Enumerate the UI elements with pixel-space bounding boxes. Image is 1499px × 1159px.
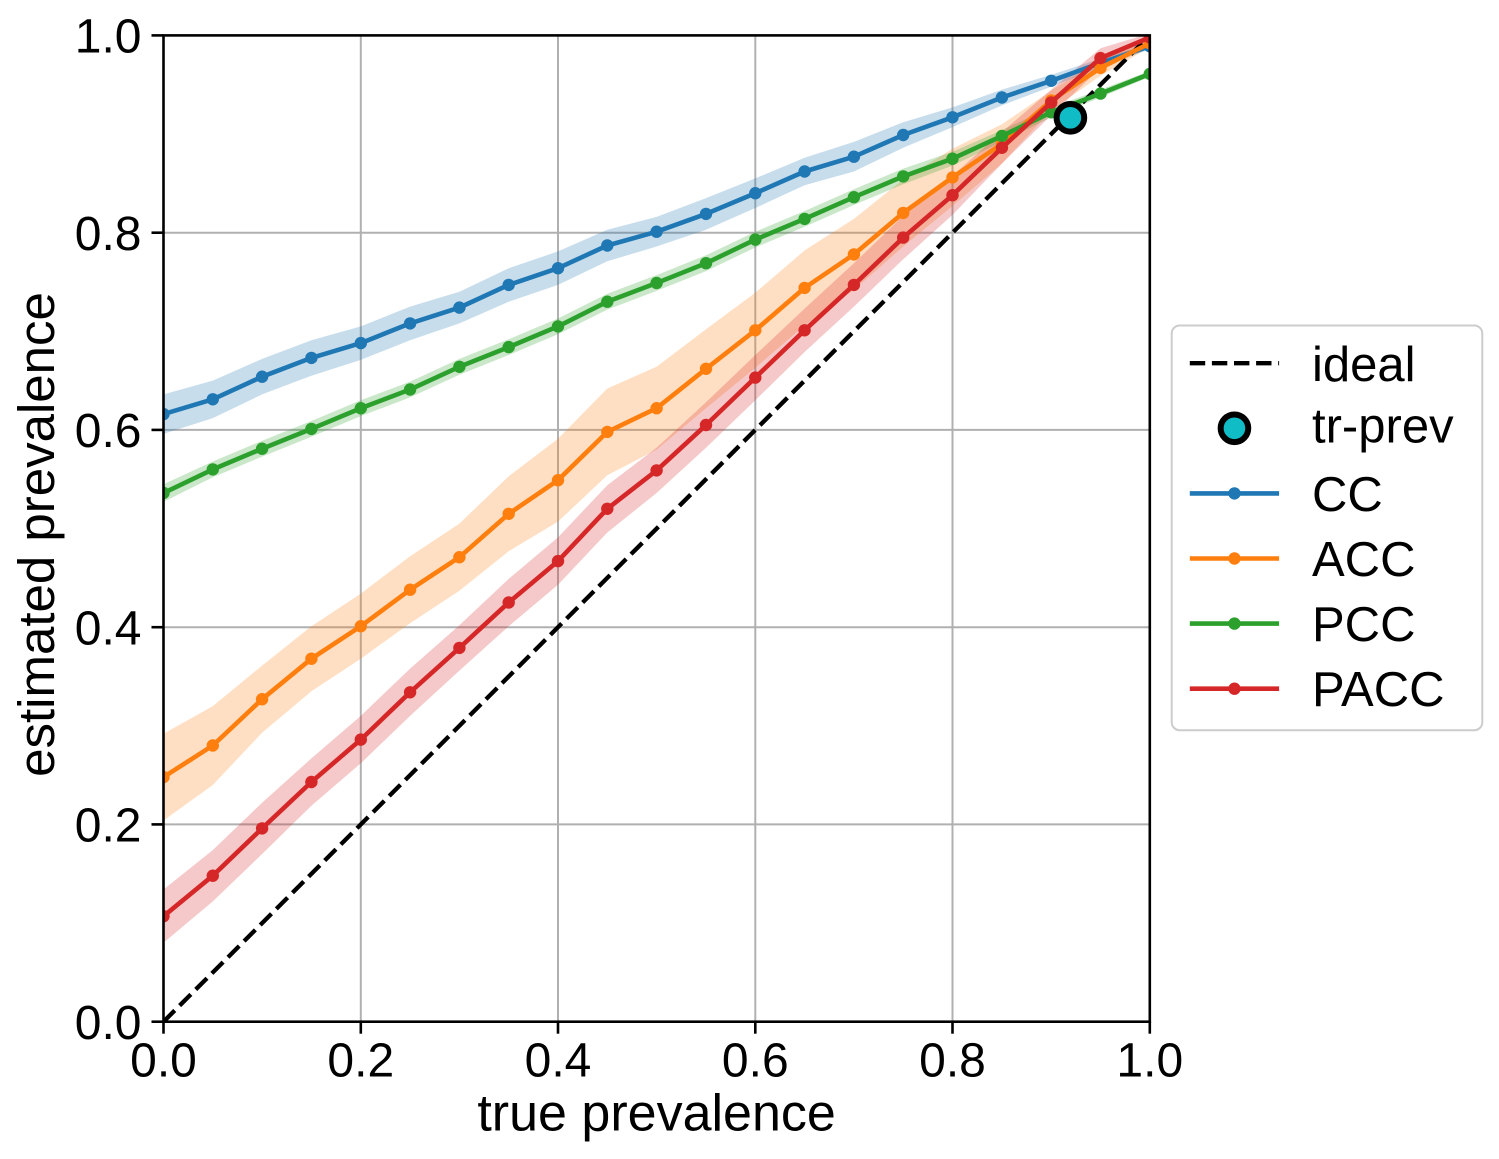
svg-text:tr-prev: tr-prev (1312, 399, 1454, 453)
svg-text:true prevalence: true prevalence (477, 1084, 835, 1142)
svg-text:estimated prevalence: estimated prevalence (8, 292, 65, 777)
svg-text:0.8: 0.8 (75, 208, 142, 261)
svg-text:ACC: ACC (1312, 533, 1415, 587)
svg-text:1.0: 1.0 (1116, 1034, 1183, 1087)
svg-text:0.2: 0.2 (327, 1034, 394, 1087)
svg-text:0.4: 0.4 (75, 602, 142, 655)
svg-text:0.6: 0.6 (75, 405, 142, 458)
svg-text:0.6: 0.6 (722, 1034, 789, 1087)
svg-text:0.0: 0.0 (75, 997, 142, 1050)
svg-text:1.0: 1.0 (75, 11, 142, 64)
svg-text:0.8: 0.8 (919, 1034, 986, 1087)
svg-text:CC: CC (1312, 468, 1383, 522)
svg-text:PCC: PCC (1312, 598, 1415, 652)
svg-text:ideal: ideal (1312, 338, 1416, 392)
svg-text:0.0: 0.0 (130, 1034, 197, 1087)
svg-text:0.2: 0.2 (75, 800, 142, 853)
svg-text:0.4: 0.4 (525, 1034, 592, 1087)
svg-text:PACC: PACC (1312, 663, 1445, 717)
